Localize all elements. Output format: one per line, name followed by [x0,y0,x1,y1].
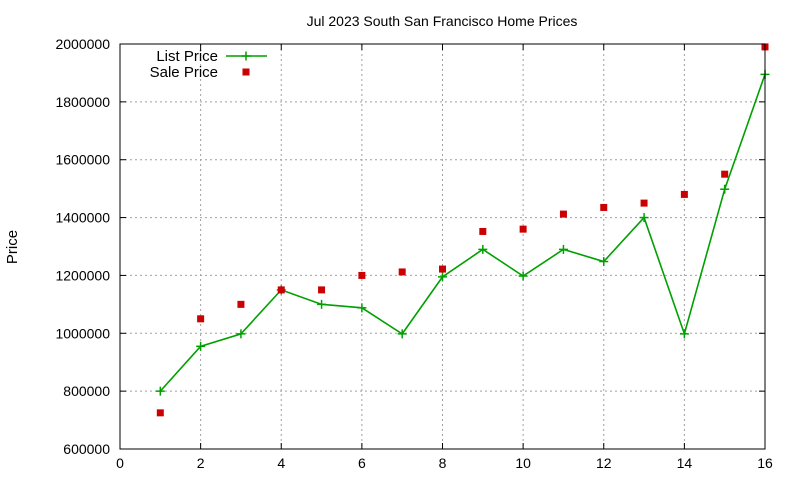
data-point-list-price [236,329,246,339]
y-tick-label: 2000000 [55,36,110,52]
y-tick-label: 1400000 [55,210,110,226]
legend-marker-list-price [241,51,251,61]
chart-title: Jul 2023 South San Francisco Home Prices [307,13,578,29]
y-tick-label: 1000000 [55,325,110,341]
x-tick-label: 2 [197,455,205,471]
legend-label-sale-price: Sale Price [150,64,218,81]
data-point-list-price [558,244,568,254]
x-tick-label: 4 [277,455,285,471]
data-point-sale-price [358,271,366,279]
data-point-sale-price [479,227,487,235]
y-axis-label: Price [4,230,21,264]
data-point-list-price [639,213,649,223]
x-tick-label: 6 [358,455,366,471]
data-point-sale-price [398,268,406,276]
x-tick-label: 10 [515,455,531,471]
x-tick-label: 8 [439,455,447,471]
data-point-list-price [599,257,609,267]
x-tick-label: 12 [596,455,612,471]
x-tick-label: 0 [116,455,124,471]
data-point-list-price [518,271,528,281]
y-tick-label: 1200000 [55,267,110,283]
data-point-sale-price [156,409,164,417]
tick-labels: 0 2 4 6 8 10 12 14 16 600000 800000 1000000 1200000 1… [55,36,773,471]
y-tick-label: 1600000 [55,152,110,168]
legend: List Price Sale Price [150,48,267,81]
data-point-sale-price [277,286,285,294]
x-tick-label: 16 [757,455,773,471]
y-tick-label: 1800000 [55,94,110,110]
data-point-sale-price [559,210,567,218]
data-point-sale-price [721,170,729,178]
series-line-list-price [159,74,766,392]
x-tick-label: 14 [677,455,693,471]
legend-swatch-list-price [226,51,267,61]
legend-swatch-sale-price [242,68,250,76]
y-tick-label: 800000 [63,383,110,399]
data-point-list-price [317,299,327,309]
data-point-sale-price [519,225,527,233]
data-point-list-price [357,303,367,313]
data-point-sale-price [237,300,245,308]
data-point-sale-price [600,203,608,211]
series-layer [155,43,770,417]
legend-marker-sale-price [242,68,250,76]
data-point-list-price [397,329,407,339]
data-point-sale-price [640,199,648,207]
data-point-list-price [155,386,165,396]
data-point-sale-price [318,286,326,294]
grid-lines [120,44,765,449]
data-point-list-price [679,329,689,339]
data-point-list-price [438,272,447,282]
plot-frame [119,43,766,450]
data-point-list-price [720,184,730,194]
data-point-sale-price [439,265,446,273]
data-point-sale-price [680,190,688,198]
legend-label-list-price: List Price [156,48,218,65]
y-tick-label: 600000 [63,441,110,457]
data-point-sale-price [197,315,205,323]
data-point-list-price [196,341,206,351]
data-point-list-price [478,244,488,254]
